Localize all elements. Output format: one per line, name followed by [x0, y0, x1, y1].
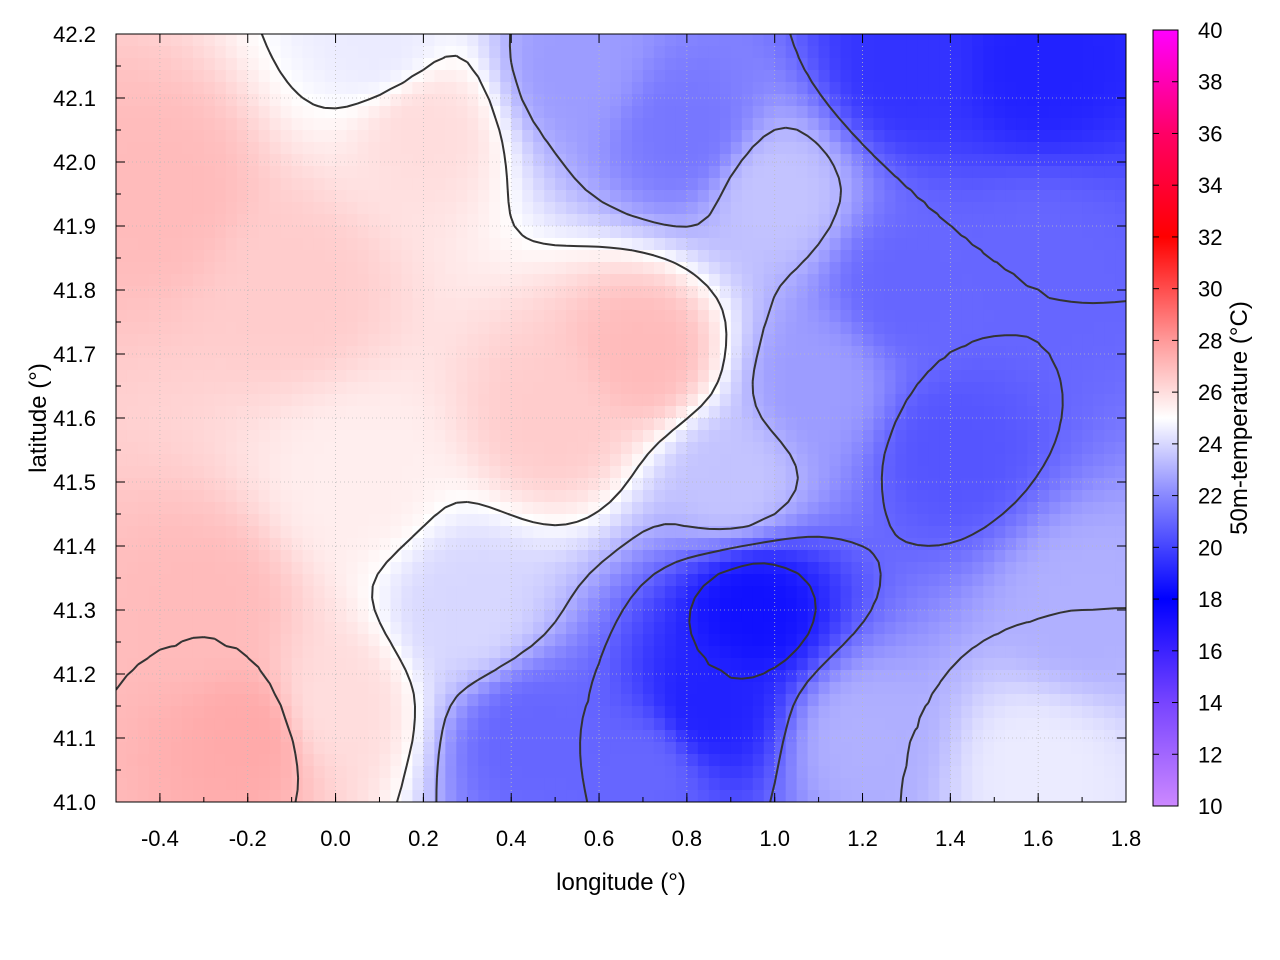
y-tick-label: 41.2 — [53, 662, 96, 687]
contour-line — [260, 34, 728, 802]
contour-line — [688, 562, 817, 680]
colorbar-tick-label: 30 — [1198, 277, 1222, 302]
x-tick-label: 0.4 — [496, 826, 527, 851]
x-tick-label: -0.4 — [141, 826, 179, 851]
colorbar-tick-label: 12 — [1198, 742, 1222, 767]
colorbar-tick-label: 20 — [1198, 535, 1222, 560]
colorbar-ticks: 10 12 14 16 18 20 22 24 26 28 30 32 34 36 38 40 — [1153, 18, 1222, 819]
colorbar-tick-label: 28 — [1198, 328, 1222, 353]
y-tick-label: 41.9 — [53, 214, 96, 239]
contour-line — [579, 34, 1126, 802]
axes: -0.4 -0.2 0.0 0.2 0.4 0.6 0.8 1.0 1.2 1.4 1.6 1.8 41… — [53, 22, 1141, 851]
colorbar-tick-label: 38 — [1198, 70, 1222, 95]
colorbar — [1152, 29, 1179, 807]
y-tick-label: 41.4 — [53, 534, 96, 559]
colorbar-tick-label: 26 — [1198, 380, 1222, 405]
x-tick-label: 0.2 — [408, 826, 439, 851]
x-tick-label: 0.8 — [672, 826, 703, 851]
colorbar-tick-label: 34 — [1198, 173, 1222, 198]
x-tick-label: 1.2 — [847, 826, 878, 851]
y-tick-label: 41.6 — [53, 406, 96, 431]
x-tick-label: 1.4 — [935, 826, 966, 851]
colorbar-tick-label: 36 — [1198, 121, 1222, 146]
y-tick-label: 41.7 — [53, 342, 96, 367]
y-tick-label: 42.0 — [53, 150, 96, 175]
y-tick-label: 41.3 — [53, 598, 96, 623]
x-tick-label: 0.0 — [320, 826, 351, 851]
contour-line — [435, 34, 1126, 802]
y-tick-label: 41.1 — [53, 726, 96, 751]
x-tick-label: 0.6 — [584, 826, 615, 851]
colorbar-tick-label: 24 — [1198, 432, 1222, 457]
colorbar-tick-label: 22 — [1198, 484, 1222, 509]
x-tick-label: 1.6 — [1023, 826, 1054, 851]
colorbar-tick-label: 18 — [1198, 587, 1222, 612]
y-tick-label: 42.1 — [53, 86, 96, 111]
temperature-heatmap — [116, 34, 1126, 802]
y-tick-label: 41.5 — [53, 470, 96, 495]
y-axis-label: latitude (°) — [25, 363, 52, 473]
colorbar-label: 50m-temperature (°C) — [1226, 301, 1253, 535]
colorbar-tick-label: 40 — [1198, 18, 1222, 43]
contour-lines — [116, 34, 1126, 802]
colorbar-tick-label: 10 — [1198, 794, 1222, 819]
x-tick-label: -0.2 — [229, 826, 267, 851]
colorbar-tick-label: 16 — [1198, 639, 1222, 664]
y-tick-label: 41.8 — [53, 278, 96, 303]
contour-line — [116, 636, 300, 802]
colorbar-tick-label: 32 — [1198, 225, 1222, 250]
x-tick-label: 1.0 — [759, 826, 790, 851]
grid — [116, 33, 1127, 803]
y-tick-label: 42.2 — [53, 22, 96, 47]
colorbar-tick-label: 14 — [1198, 691, 1222, 716]
y-tick-label: 41.0 — [53, 790, 96, 815]
x-axis-label: longitude (°) — [556, 869, 686, 896]
x-tick-label: 1.8 — [1111, 826, 1142, 851]
